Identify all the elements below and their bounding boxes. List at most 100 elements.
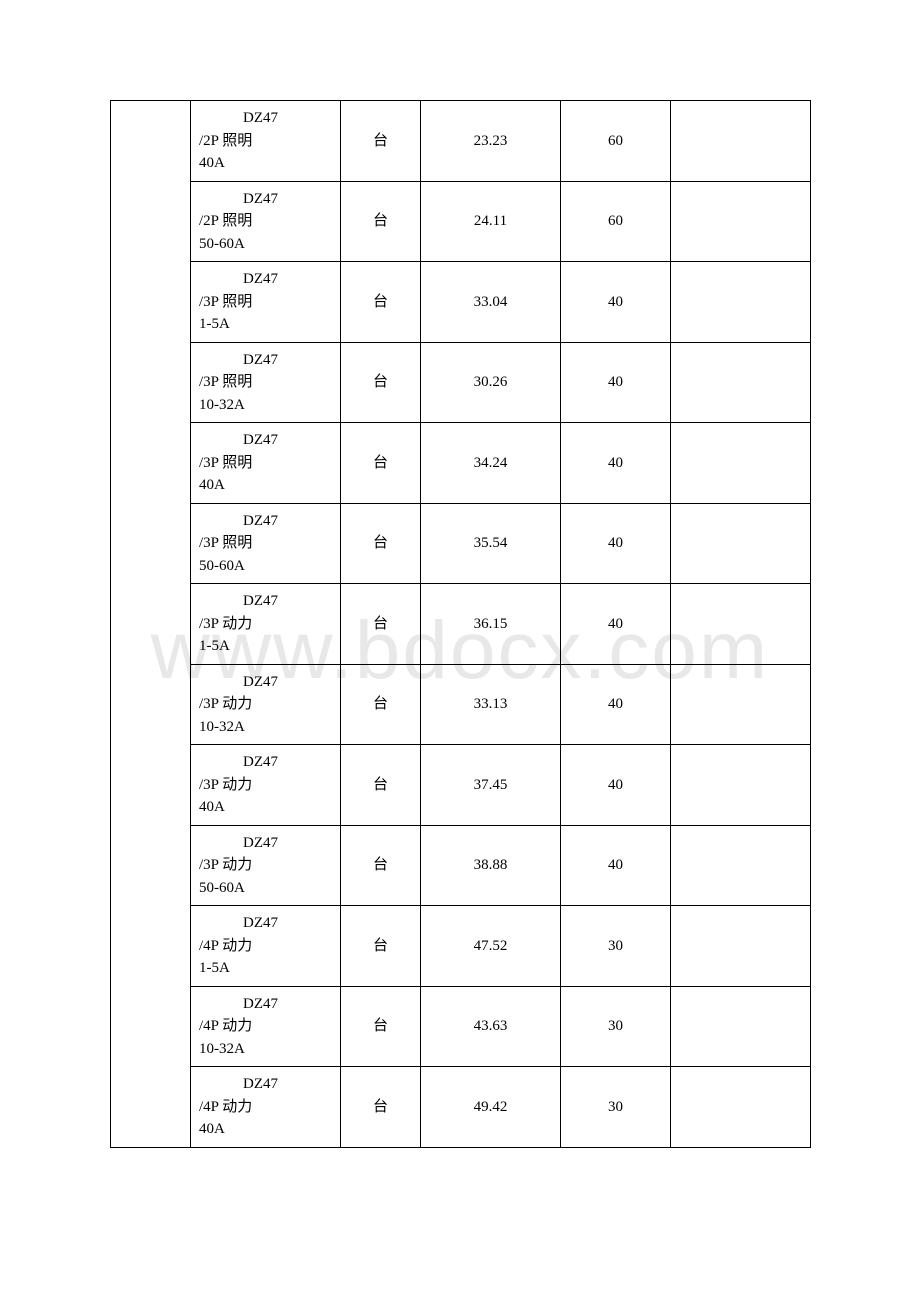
table-row: DZ47/4P 动力10-32A台43.6330 xyxy=(111,986,811,1067)
table-row: DZ47/3P 照明10-32A台30.2640 xyxy=(111,342,811,423)
row-leading-cell xyxy=(111,101,191,1148)
unit-cell: 台 xyxy=(341,262,421,343)
remark-cell xyxy=(671,906,811,987)
spec-cell: DZ47/4P 动力1-5A xyxy=(191,906,341,987)
spec-cell: DZ47/3P 动力10-32A xyxy=(191,664,341,745)
spec-line-2: /3P 照明 xyxy=(199,371,332,394)
spec-line-2: /3P 动力 xyxy=(199,854,332,877)
table-row: DZ47/3P 照明40A台34.2440 xyxy=(111,423,811,504)
qty-cell: 30 xyxy=(561,906,671,987)
remark-cell xyxy=(671,101,811,182)
document-page: DZ47/2P 照明40A台23.2360DZ47/2P 照明50-60A台24… xyxy=(0,0,920,1208)
spec-line-2: /3P 动力 xyxy=(199,613,332,636)
spec-line-1: DZ47 xyxy=(199,268,332,291)
spec-line-3: 1-5A xyxy=(199,635,332,658)
spec-line-1: DZ47 xyxy=(199,188,332,211)
spec-cell: DZ47/4P 动力10-32A xyxy=(191,986,341,1067)
unit-cell: 台 xyxy=(341,664,421,745)
spec-line-1: DZ47 xyxy=(199,510,332,533)
spec-line-1: DZ47 xyxy=(199,751,332,774)
qty-cell: 60 xyxy=(561,101,671,182)
remark-cell xyxy=(671,503,811,584)
spec-cell: DZ47/3P 照明10-32A xyxy=(191,342,341,423)
table-row: DZ47/3P 动力50-60A台38.8840 xyxy=(111,825,811,906)
remark-cell xyxy=(671,745,811,826)
qty-cell: 40 xyxy=(561,825,671,906)
spec-line-1: DZ47 xyxy=(199,349,332,372)
spec-cell: DZ47/3P 动力50-60A xyxy=(191,825,341,906)
spec-line-3: 10-32A xyxy=(199,394,332,417)
unit-cell: 台 xyxy=(341,181,421,262)
remark-cell xyxy=(671,262,811,343)
spec-line-2: /3P 照明 xyxy=(199,291,332,314)
table-row: DZ47/3P 动力1-5A台36.1540 xyxy=(111,584,811,665)
price-cell: 37.45 xyxy=(421,745,561,826)
qty-cell: 40 xyxy=(561,342,671,423)
spec-cell: DZ47/3P 照明50-60A xyxy=(191,503,341,584)
spec-line-2: /2P 照明 xyxy=(199,130,332,153)
spec-line-3: 40A xyxy=(199,796,332,819)
qty-cell: 40 xyxy=(561,262,671,343)
unit-cell: 台 xyxy=(341,906,421,987)
price-cell: 23.23 xyxy=(421,101,561,182)
unit-cell: 台 xyxy=(341,986,421,1067)
spec-line-2: /2P 照明 xyxy=(199,210,332,233)
spec-line-1: DZ47 xyxy=(199,832,332,855)
spec-line-3: 1-5A xyxy=(199,313,332,336)
spec-line-1: DZ47 xyxy=(199,1073,332,1096)
unit-cell: 台 xyxy=(341,503,421,584)
spec-cell: DZ47/3P 动力40A xyxy=(191,745,341,826)
remark-cell xyxy=(671,825,811,906)
price-cell: 33.04 xyxy=(421,262,561,343)
price-cell: 30.26 xyxy=(421,342,561,423)
spec-line-2: /4P 动力 xyxy=(199,1096,332,1119)
spec-line-2: /3P 照明 xyxy=(199,532,332,555)
spec-line-1: DZ47 xyxy=(199,671,332,694)
price-cell: 49.42 xyxy=(421,1067,561,1148)
table-row: DZ47/4P 动力1-5A台47.5230 xyxy=(111,906,811,987)
spec-line-3: 40A xyxy=(199,152,332,175)
table-row: DZ47/3P 照明1-5A台33.0440 xyxy=(111,262,811,343)
spec-line-2: /3P 动力 xyxy=(199,693,332,716)
spec-line-3: 10-32A xyxy=(199,1038,332,1061)
spec-line-1: DZ47 xyxy=(199,590,332,613)
spec-line-3: 40A xyxy=(199,1118,332,1141)
unit-cell: 台 xyxy=(341,423,421,504)
price-cell: 47.52 xyxy=(421,906,561,987)
spec-cell: DZ47/3P 照明1-5A xyxy=(191,262,341,343)
spec-line-1: DZ47 xyxy=(199,912,332,935)
remark-cell xyxy=(671,986,811,1067)
price-cell: 24.11 xyxy=(421,181,561,262)
unit-cell: 台 xyxy=(341,584,421,665)
qty-cell: 40 xyxy=(561,503,671,584)
spec-line-2: /3P 照明 xyxy=(199,452,332,475)
spec-cell: DZ47/3P 动力1-5A xyxy=(191,584,341,665)
spec-line-3: 50-60A xyxy=(199,233,332,256)
price-cell: 36.15 xyxy=(421,584,561,665)
spec-cell: DZ47/2P 照明40A xyxy=(191,101,341,182)
table-row: DZ47/3P 照明50-60A台35.5440 xyxy=(111,503,811,584)
qty-cell: 60 xyxy=(561,181,671,262)
remark-cell xyxy=(671,584,811,665)
spec-line-3: 1-5A xyxy=(199,957,332,980)
qty-cell: 40 xyxy=(561,745,671,826)
remark-cell xyxy=(671,181,811,262)
spec-line-3: 50-60A xyxy=(199,877,332,900)
spec-line-2: /4P 动力 xyxy=(199,1015,332,1038)
spec-line-3: 10-32A xyxy=(199,716,332,739)
table-body: DZ47/2P 照明40A台23.2360DZ47/2P 照明50-60A台24… xyxy=(111,101,811,1148)
price-cell: 38.88 xyxy=(421,825,561,906)
spec-line-3: 50-60A xyxy=(199,555,332,578)
spec-line-2: /3P 动力 xyxy=(199,774,332,797)
spec-line-1: DZ47 xyxy=(199,993,332,1016)
table-row: DZ47/2P 照明40A台23.2360 xyxy=(111,101,811,182)
spec-line-1: DZ47 xyxy=(199,107,332,130)
spec-cell: DZ47/4P 动力40A xyxy=(191,1067,341,1148)
unit-cell: 台 xyxy=(341,342,421,423)
table-row: DZ47/4P 动力40A台49.4230 xyxy=(111,1067,811,1148)
table-row: DZ47/3P 动力40A台37.4540 xyxy=(111,745,811,826)
price-cell: 33.13 xyxy=(421,664,561,745)
remark-cell xyxy=(671,1067,811,1148)
price-cell: 34.24 xyxy=(421,423,561,504)
qty-cell: 40 xyxy=(561,584,671,665)
